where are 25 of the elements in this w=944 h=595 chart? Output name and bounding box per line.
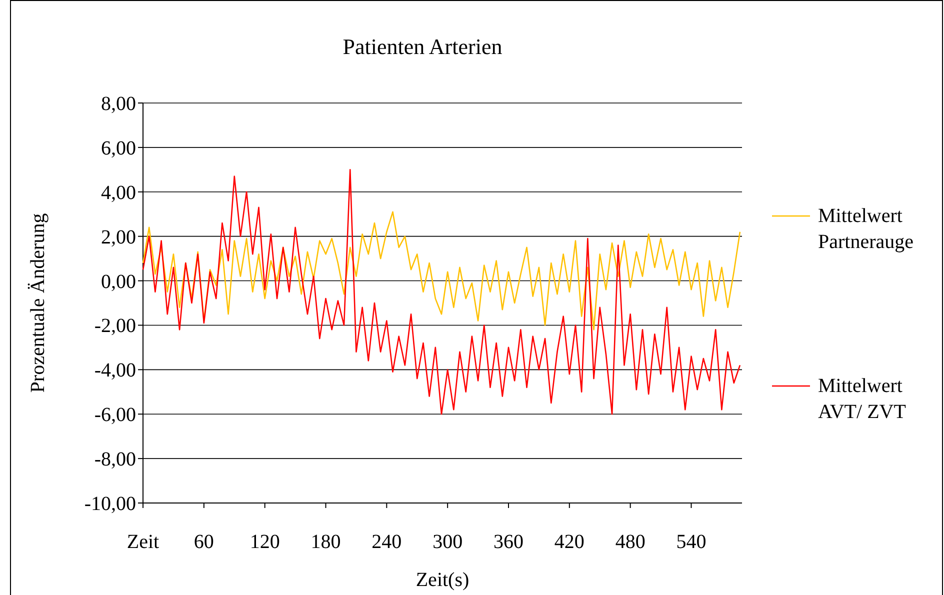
y-tick-label: -10,00	[84, 493, 136, 515]
y-tick-label: 4,00	[101, 182, 136, 204]
chart-title: Patienten Arterien	[342, 34, 502, 59]
x-tick-label: 60	[194, 531, 214, 553]
legend-label: Mittelwert AVT/ ZVT	[818, 375, 906, 423]
y-tick-label: -2,00	[94, 315, 136, 338]
x-tick-label: 240	[372, 531, 402, 553]
y-tick-label: 2,00	[101, 226, 136, 248]
y-axis-title: Prozentuale Änderung	[27, 213, 49, 393]
x-tick-label: 180	[310, 531, 341, 553]
x-tick-label: 480	[615, 531, 646, 553]
x-tick-label: 420	[554, 531, 584, 553]
x-tick-label: Zeit	[126, 531, 160, 553]
x-tick-label: 120	[250, 531, 280, 553]
x-axis-title: Zeit(s)	[416, 569, 470, 591]
y-tick-label: -4,00	[94, 360, 136, 382]
x-tick-label: 360	[493, 531, 524, 553]
y-tick-label: -8,00	[94, 448, 136, 471]
y-tick-label: 6,00	[101, 137, 136, 160]
legend-label: Mittelwert Partnerauge	[818, 205, 914, 253]
y-tick-label: -6,00	[94, 404, 136, 426]
x-tick-label: 540	[676, 531, 706, 553]
x-tick-label: 300	[432, 531, 463, 553]
y-tick-label: 8,00	[101, 93, 136, 115]
y-tick-label: 0,00	[101, 270, 136, 293]
